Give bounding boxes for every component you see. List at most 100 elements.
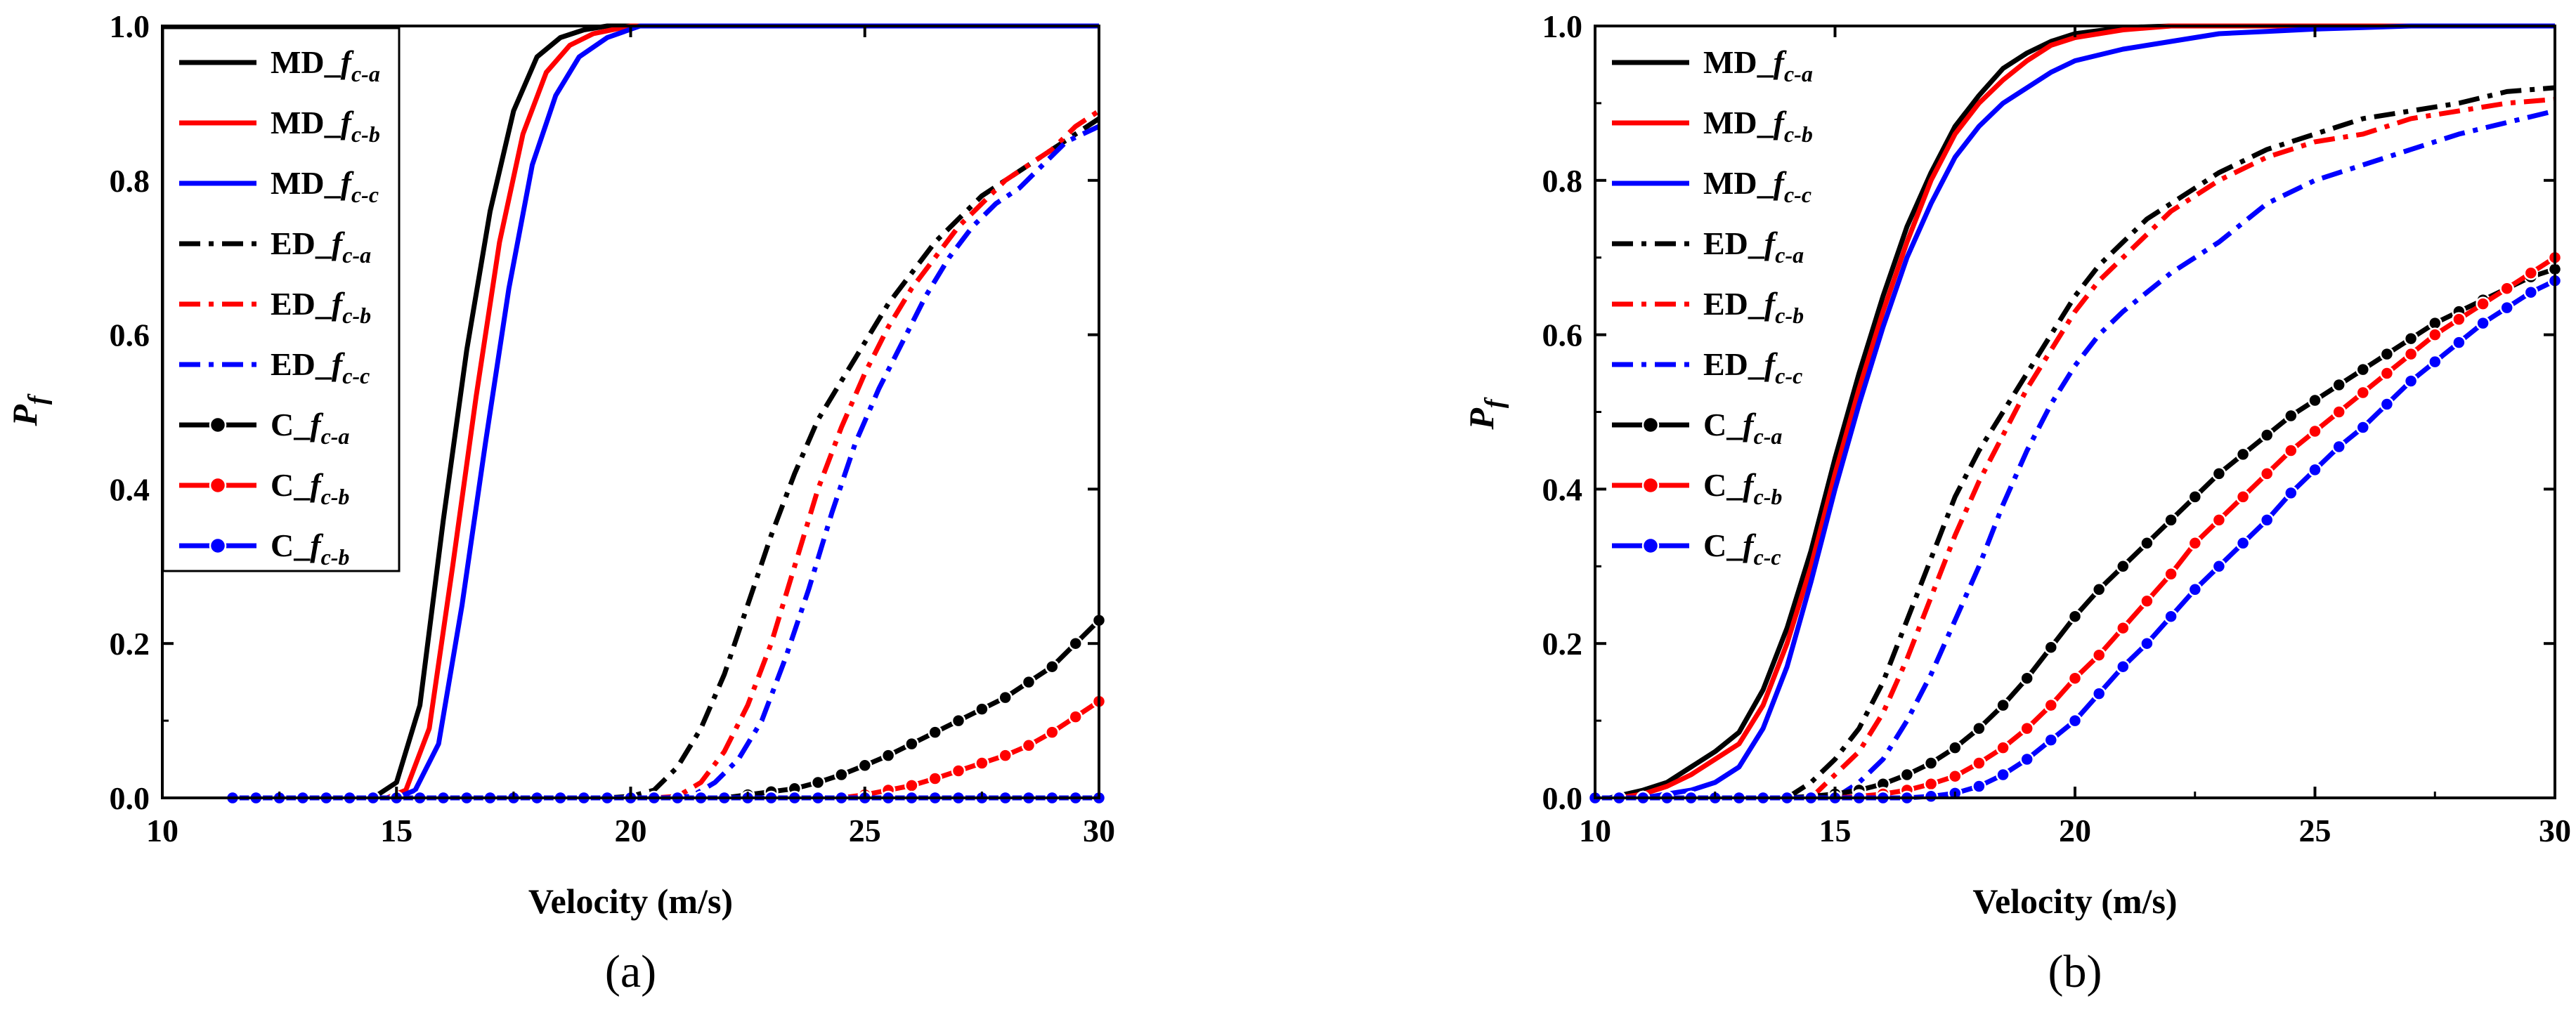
chart-panel-b: 10 15 20 25 30 0.0 0.2 0.4 0.6 0.8 1.0 Velocity (m/…	[1462, 8, 2571, 997]
panel-b-data-point-7-32	[2355, 385, 2371, 400]
panel-a-legend-label-2: MD_fc-c	[271, 165, 379, 207]
panel-b-series-line-1-md-fc-b	[1618, 23, 2555, 801]
panel-b-data-point-8-25	[2187, 582, 2203, 597]
panel-a-data-point-6-9	[928, 725, 942, 740]
panel-a-legend-label-4: ED_fc-b	[271, 286, 371, 328]
panel-b-y-axis-title-main: P	[1462, 408, 1501, 431]
panel-b-y-tick-label-2: 0.4	[1542, 471, 1583, 507]
panel-b-data-point-8-26	[2211, 559, 2227, 574]
panel-b-data-point-8-21	[2091, 686, 2107, 701]
panel-b-legend-label-1: MD_fc-b	[1703, 105, 1813, 147]
panel-b-legend-label-2: MD_fc-c	[1703, 165, 1811, 207]
panel-b-data-point-7-38	[2499, 281, 2514, 296]
panel-b-data-point-8-28	[2259, 513, 2275, 527]
panel-b-data-point-6-20	[2067, 609, 2083, 624]
panel-b-data-point-8-38	[2499, 300, 2514, 315]
panel-b-data-point-8-32	[2355, 420, 2371, 435]
panel-b-data-point-8-27	[2235, 536, 2251, 551]
panel-a-x-tick-label-2: 20	[615, 813, 647, 848]
panel-b-y-axis-title: Pf	[1462, 397, 1509, 431]
panel-b-data-point-7-35	[2428, 327, 2442, 342]
panel-b-data-point-7-27	[2235, 490, 2251, 504]
panel-a-data-point-7-7	[998, 748, 1013, 763]
panel-b-legend-marker-8	[1641, 537, 1660, 555]
panel-a-series-line-4-ed-fc-b	[653, 108, 1100, 801]
panel-a-legend-marker-6	[209, 416, 227, 434]
panel-a-x-tick-label-0: 10	[146, 813, 178, 848]
panel-a-legend-box	[162, 27, 401, 572]
panel-b-data-point-6-28	[2259, 428, 2275, 442]
panel-b-data-point-7-28	[2259, 466, 2275, 481]
panel-a-legend-label-3: ED_fc-a	[271, 225, 371, 268]
panel-b-data-point-8-35	[2428, 354, 2442, 369]
panel-a-panel-label: (a)	[605, 946, 656, 997]
panel-b-legend-label-7: C_fc-b	[1703, 467, 1782, 509]
panel-b-data-point-8-17	[1996, 767, 2010, 782]
panel-b-data-point-6-19	[2043, 640, 2059, 655]
panel-b-data-point-6-32	[2355, 362, 2371, 377]
panel-b-data-point-8-20	[2067, 713, 2083, 728]
panel-b-legend-marker-7	[1641, 476, 1660, 494]
panel-a-data-point-6-10	[951, 713, 966, 728]
panel-a-x-tick-label-3: 25	[849, 813, 881, 848]
panel-b-data-point-8-33	[2379, 397, 2395, 412]
panel-b-legend-label-3: ED_fc-a	[1703, 225, 1804, 268]
panel-a-data-point-7-5	[951, 763, 966, 778]
panel-a-legend-label-0: MD_fc-a	[271, 44, 380, 86]
panel-b-data-point-6-21	[2091, 582, 2107, 597]
panel-b-data-point-7-16	[1972, 756, 1986, 770]
panel-a-series-line-0-md-fc-a	[371, 23, 1099, 800]
panel-a-data-point-6-13	[1021, 674, 1036, 690]
panel-b-legend-label-8: C_fc-c	[1703, 527, 1781, 570]
panel-a-legend-label-1: MD_fc-b	[271, 105, 380, 147]
panel-b-data-point-6-15	[1948, 740, 1963, 755]
panel-b-y-axis-title-sub: f	[1480, 397, 1509, 408]
panel-b-data-point-8-31	[2331, 439, 2346, 454]
panel-a-series-line-6-c-fc-a	[724, 618, 1101, 801]
panel-b-data-point-7-22	[2116, 620, 2131, 636]
panel-b-data-point-8-37	[2476, 315, 2490, 331]
panel-b-data-point-7-23	[2140, 593, 2154, 609]
panel-a-legend-label-6: C_fc-a	[271, 407, 349, 449]
panel-a-y-axis-title-main: P	[5, 405, 44, 427]
panel-a-y-tick-label-2: 0.4	[110, 471, 150, 507]
panel-a-data-point-7-3	[904, 778, 919, 793]
panel-b-data-point-6-14	[1923, 756, 1939, 770]
panel-b-data-point-6-17	[1996, 697, 2010, 713]
panel-a-data-point-7-4	[928, 771, 942, 786]
panel-a-series-line-2-md-fc-c	[395, 23, 1099, 801]
panel-b-data-point-8-18	[2019, 752, 2034, 767]
panel-b-data-point-8-39	[2523, 284, 2539, 300]
panel-a-data-point-6-8	[904, 736, 919, 752]
panel-a-y-tick-label-4: 0.8	[110, 163, 150, 199]
panel-b-data-point-7-26	[2211, 513, 2227, 527]
panel-b-x-tick-label-3: 25	[2299, 813, 2331, 848]
panel-b-data-point-7-24	[2164, 567, 2178, 582]
panel-b-data-point-8-29	[2284, 485, 2298, 501]
panel-b-data-point-8-34	[2403, 374, 2419, 388]
panel-b-data-point-8-30	[2308, 462, 2322, 478]
panel-b-y-tick-label-4: 0.8	[1542, 163, 1583, 199]
panel-b-data-point-7-25	[2187, 536, 2203, 551]
panel-a-series-line-1-md-fc-b	[386, 23, 1099, 801]
panel-a-legend-label-8: C_fc-b	[271, 527, 349, 570]
panel-b-data-point-7-15	[1948, 768, 1963, 784]
panel-b-legend-label-6: C_fc-a	[1703, 407, 1782, 449]
panel-b-data-point-6-18	[2019, 671, 2034, 686]
panel-b-y-tick-label-3: 0.6	[1542, 317, 1583, 353]
panel-b-x-tick-label-4: 30	[2539, 813, 2571, 848]
panel-b-series-line-3-ed-fc-a	[1785, 85, 2556, 800]
panel-b-data-point-7-30	[2308, 424, 2322, 439]
panel-b-legend-label-4: ED_fc-b	[1703, 286, 1804, 328]
panel-a-data-point-6-12	[998, 690, 1013, 705]
panel-b-legend-label-5: ED_fc-c	[1703, 346, 1802, 388]
panel-b-data-point-7-20	[2067, 671, 2083, 686]
panel-a-legend-label-5: ED_fc-c	[271, 346, 370, 388]
panel-b-data-point-6-24	[2164, 513, 2178, 527]
panel-b-y-tick-label-0: 0.0	[1542, 780, 1583, 816]
panel-b-data-point-6-29	[2284, 408, 2298, 424]
panel-a-y-axis-title: Pf	[5, 393, 53, 427]
panel-b-data-point-6-25	[2187, 490, 2203, 504]
panel-b-x-tick-label-1: 15	[1819, 813, 1852, 848]
panel-a-data-point-6-5	[834, 767, 849, 782]
